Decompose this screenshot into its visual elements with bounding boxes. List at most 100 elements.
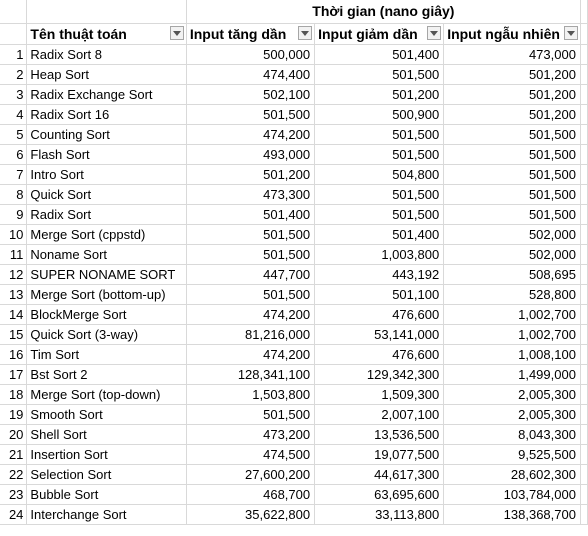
random-time-cell[interactable]: 2,005,300 — [443, 384, 581, 405]
ascending-time-cell[interactable]: 474,200 — [186, 124, 316, 145]
algorithm-name-cell[interactable]: Merge Sort (cppstd) — [26, 224, 187, 245]
row-index-cell[interactable]: 3 — [0, 84, 28, 105]
algorithm-name-cell[interactable]: Quick Sort (3-way) — [26, 324, 187, 345]
algorithm-name-cell[interactable]: Quick Sort — [26, 184, 187, 205]
empty-cell[interactable] — [580, 244, 588, 265]
row-index-cell[interactable]: 15 — [0, 324, 28, 345]
empty-cell[interactable] — [580, 124, 588, 145]
descending-time-cell[interactable]: 129,342,300 — [314, 364, 445, 385]
ascending-time-cell[interactable]: 81,216,000 — [186, 324, 316, 345]
descending-time-cell[interactable]: 19,077,500 — [314, 444, 445, 465]
ascending-time-cell[interactable]: 501,500 — [186, 244, 316, 265]
ascending-time-cell[interactable]: 474,200 — [186, 304, 316, 325]
random-time-cell[interactable]: 501,500 — [443, 124, 581, 145]
random-time-cell[interactable]: 501,500 — [443, 144, 581, 165]
header-name[interactable]: Tên thuật toán — [26, 23, 187, 45]
algorithm-name-cell[interactable]: Flash Sort — [26, 144, 187, 165]
empty-cell[interactable] — [580, 184, 588, 205]
ascending-time-cell[interactable]: 493,000 — [186, 144, 316, 165]
algorithm-name-cell[interactable]: BlockMerge Sort — [26, 304, 187, 325]
empty-cell[interactable] — [580, 23, 588, 45]
row-index-cell[interactable]: 20 — [0, 424, 28, 445]
row-index-cell[interactable]: 8 — [0, 184, 28, 205]
algorithm-name-cell[interactable]: Selection Sort — [26, 464, 187, 485]
empty-cell[interactable] — [580, 484, 588, 505]
descending-time-cell[interactable]: 1,509,300 — [314, 384, 445, 405]
algorithm-name-cell[interactable]: Merge Sort (top-down) — [26, 384, 187, 405]
descending-time-cell[interactable]: 476,600 — [314, 344, 445, 365]
ascending-time-cell[interactable]: 502,100 — [186, 84, 316, 105]
row-index-cell[interactable]: 11 — [0, 244, 28, 265]
empty-cell[interactable] — [580, 84, 588, 105]
random-time-cell[interactable]: 103,784,000 — [443, 484, 581, 505]
descending-time-cell[interactable]: 443,192 — [314, 264, 445, 285]
random-time-cell[interactable]: 1,499,000 — [443, 364, 581, 385]
random-time-cell[interactable]: 473,000 — [443, 44, 581, 65]
row-index-cell[interactable]: 24 — [0, 504, 28, 525]
random-time-cell[interactable]: 502,000 — [443, 224, 581, 245]
ascending-time-cell[interactable]: 474,400 — [186, 64, 316, 85]
random-time-cell[interactable]: 502,000 — [443, 244, 581, 265]
row-index-cell[interactable]: 5 — [0, 124, 28, 145]
ascending-time-cell[interactable]: 35,622,800 — [186, 504, 316, 525]
row-index-cell[interactable]: 2 — [0, 64, 28, 85]
algorithm-name-cell[interactable]: Interchange Sort — [26, 504, 187, 525]
row-index-cell[interactable]: 23 — [0, 484, 28, 505]
empty-cell[interactable] — [580, 384, 588, 405]
random-time-cell[interactable]: 9,525,500 — [443, 444, 581, 465]
empty-cell[interactable] — [580, 164, 588, 185]
empty-cell[interactable] — [580, 144, 588, 165]
random-time-cell[interactable]: 501,500 — [443, 204, 581, 225]
filter-dropdown-icon[interactable] — [298, 26, 313, 40]
descending-time-cell[interactable]: 1,003,800 — [314, 244, 445, 265]
row-index-cell[interactable]: 4 — [0, 104, 28, 125]
descending-time-cell[interactable]: 501,400 — [314, 44, 445, 65]
random-time-cell[interactable]: 8,043,300 — [443, 424, 581, 445]
ascending-time-cell[interactable]: 473,300 — [186, 184, 316, 205]
algorithm-name-cell[interactable]: Bubble Sort — [26, 484, 187, 505]
ascending-time-cell[interactable]: 473,200 — [186, 424, 316, 445]
ascending-time-cell[interactable]: 501,400 — [186, 204, 316, 225]
descending-time-cell[interactable]: 501,500 — [314, 144, 445, 165]
empty-cell[interactable] — [580, 44, 588, 65]
ascending-time-cell[interactable]: 474,200 — [186, 344, 316, 365]
algorithm-name-cell[interactable]: Bst Sort 2 — [26, 364, 187, 385]
descending-time-cell[interactable]: 476,600 — [314, 304, 445, 325]
random-time-cell[interactable]: 501,200 — [443, 84, 581, 105]
header-rand[interactable]: Input ngẫu nhiên — [443, 23, 581, 45]
row-index-cell[interactable]: 22 — [0, 464, 28, 485]
ascending-time-cell[interactable]: 501,200 — [186, 164, 316, 185]
random-time-cell[interactable]: 508,695 — [443, 264, 581, 285]
algorithm-name-cell[interactable]: Counting Sort — [26, 124, 187, 145]
algorithm-name-cell[interactable]: Heap Sort — [26, 64, 187, 85]
empty-cell[interactable] — [580, 304, 588, 325]
random-time-cell[interactable]: 1,002,700 — [443, 324, 581, 345]
random-time-cell[interactable]: 138,368,700 — [443, 504, 581, 525]
algorithm-name-cell[interactable]: SUPER NONAME SORT — [26, 264, 187, 285]
ascending-time-cell[interactable]: 501,500 — [186, 284, 316, 305]
header-desc[interactable]: Input giảm dần — [314, 23, 445, 45]
empty-cell[interactable] — [580, 444, 588, 465]
ascending-time-cell[interactable]: 1,503,800 — [186, 384, 316, 405]
empty-cell[interactable] — [580, 424, 588, 445]
row-index-cell[interactable]: 6 — [0, 144, 28, 165]
filter-dropdown-icon[interactable] — [563, 26, 578, 40]
row-index-cell[interactable]: 13 — [0, 284, 28, 305]
algorithm-name-cell[interactable]: Radix Sort 16 — [26, 104, 187, 125]
descending-time-cell[interactable]: 63,695,600 — [314, 484, 445, 505]
algorithm-name-cell[interactable]: Insertion Sort — [26, 444, 187, 465]
ascending-time-cell[interactable]: 474,500 — [186, 444, 316, 465]
filter-dropdown-icon[interactable] — [169, 26, 184, 40]
empty-cell[interactable] — [580, 0, 588, 24]
random-time-cell[interactable]: 528,800 — [443, 284, 581, 305]
empty-cell[interactable] — [580, 344, 588, 365]
empty-cell[interactable] — [580, 364, 588, 385]
row-index-cell[interactable]: 1 — [0, 44, 28, 65]
descending-time-cell[interactable]: 2,007,100 — [314, 404, 445, 425]
descending-time-cell[interactable]: 501,500 — [314, 64, 445, 85]
empty-cell[interactable] — [580, 204, 588, 225]
row-index-cell[interactable]: 9 — [0, 204, 28, 225]
ascending-time-cell[interactable]: 468,700 — [186, 484, 316, 505]
algorithm-name-cell[interactable]: Merge Sort (bottom-up) — [26, 284, 187, 305]
descending-time-cell[interactable]: 44,617,300 — [314, 464, 445, 485]
